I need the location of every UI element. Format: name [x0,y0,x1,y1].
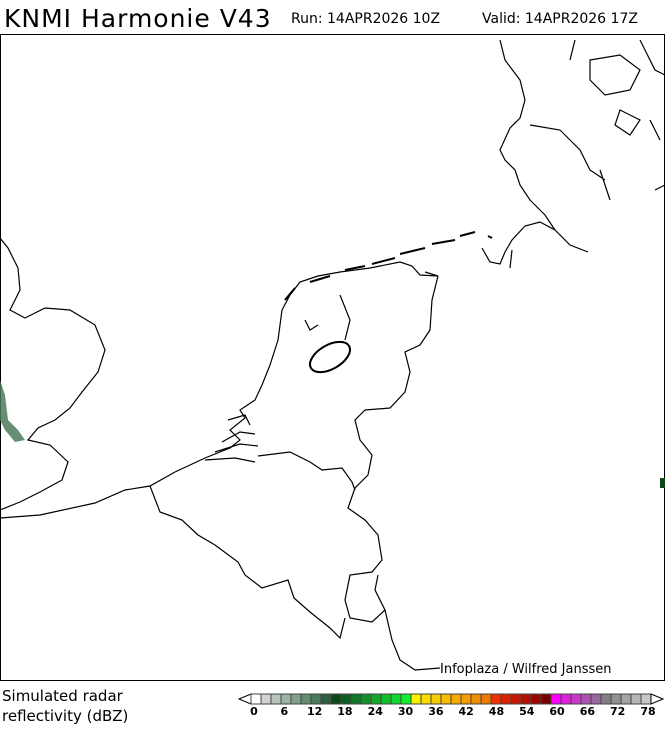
color-bin [330,693,342,705]
color-bin [320,693,332,705]
england-coast [0,237,106,511]
color-bin [310,693,322,705]
color-bin [380,693,392,705]
zeeland-islands [204,414,259,463]
arrow-left [238,693,252,705]
color-bin [640,693,652,705]
color-bin [410,693,422,705]
color-bin [300,693,312,705]
color-bin [590,693,602,705]
tick-label: 0 [250,705,258,718]
color-bin [620,693,632,705]
tick-label: 18 [337,705,353,718]
color-bin [580,693,592,705]
legend-label-line2: reflectivity (dBZ) [2,707,129,725]
color-bin [610,693,622,705]
color-bin [540,693,552,705]
legend-label-line1: Simulated radar [2,687,123,705]
model-title: KNMI Harmonie V43 [4,4,272,33]
germany-coast [424,221,589,277]
radar-echoes [0,380,665,488]
tick-label: 54 [519,705,535,718]
color-scale-bar [238,693,665,705]
tick-label: 78 [640,705,656,718]
color-bin [500,693,512,705]
legend-label: Simulated radar reflectivity (dBZ) [2,686,128,726]
denmark-coast [499,39,665,231]
color-bin [560,693,572,705]
color-bin [250,693,262,705]
color-bin [600,693,612,705]
color-bin [290,693,302,705]
color-bin [520,693,532,705]
tick-label: 36 [428,705,444,718]
color-bin [440,693,452,705]
wadden-islands [284,231,493,301]
ijsselmeer-dike [304,294,351,341]
color-bin [350,693,362,705]
color-bin [460,693,472,705]
color-bin [390,693,402,705]
color-bin [630,693,642,705]
tick-label: 30 [397,705,414,718]
color-bin [570,693,582,705]
ijsselmeer [309,340,351,374]
color-bin [400,693,412,705]
arrow-right [650,693,665,705]
nl-germany-border [344,275,441,671]
color-bin [530,693,542,705]
belgium-france-border [149,485,346,640]
tick-label: 24 [367,705,383,718]
color-bin [270,693,282,705]
header: KNMI Harmonie V43 Run: 14APR2026 10Z Val… [0,0,665,34]
color-bin [550,693,562,705]
nl-belgium-border [257,451,356,491]
tick-label: 60 [549,705,565,718]
tick-label: 48 [488,705,505,718]
run-time: Run: 14APR2026 10Z [291,11,441,27]
map-credit: Infoplaza / Wilfred Janssen [440,662,612,677]
color-bin [280,693,292,705]
radar-map [0,34,665,681]
color-bin [490,693,502,705]
tick-label: 6 [280,705,289,718]
color-bin [360,693,372,705]
color-bin [450,693,462,705]
color-bin [370,693,382,705]
color-bin [430,693,442,705]
continental-coast [0,261,439,519]
valid-time: Valid: 14APR2026 17Z [482,11,638,27]
tick-label: 66 [579,705,596,718]
tick-label: 12 [306,705,323,718]
color-bin [470,693,482,705]
tick-label: 42 [458,705,474,718]
color-bin [420,693,432,705]
color-bin [260,693,272,705]
color-bin [480,693,492,705]
color-bin [510,693,522,705]
color-bin [340,693,352,705]
tick-label: 72 [610,705,626,718]
